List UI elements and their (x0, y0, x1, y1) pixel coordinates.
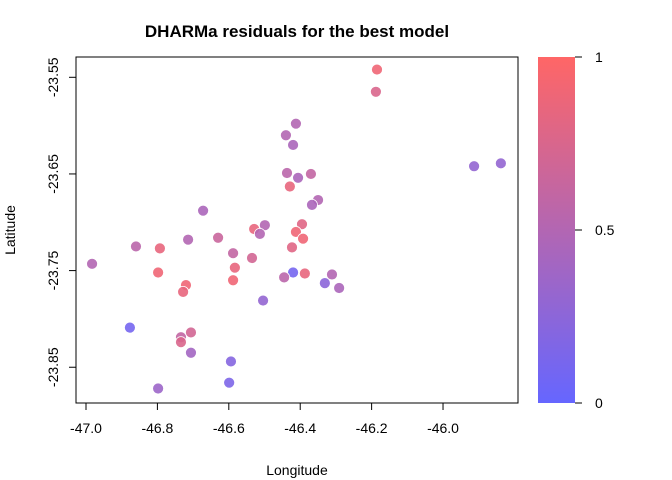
chart-title: DHARMa residuals for the best model (145, 22, 449, 41)
point (297, 232, 309, 245)
y-tick-label: -23.85 (45, 347, 61, 387)
y-tick-label: -23.65 (45, 154, 61, 194)
point (182, 233, 195, 246)
point (246, 252, 258, 264)
point (326, 268, 338, 281)
y-tick-label: -23.55 (45, 57, 61, 97)
point (223, 376, 236, 389)
point (225, 355, 237, 368)
point (86, 257, 98, 270)
point (130, 240, 142, 253)
point (371, 63, 383, 76)
point (298, 267, 311, 280)
colorbar-tick-label: 0.5 (595, 222, 615, 238)
point (152, 266, 165, 279)
point (287, 139, 299, 151)
point (281, 167, 293, 179)
x-tick-label: -46.8 (141, 420, 173, 436)
colorbar-tick-label: 0 (595, 395, 603, 411)
point (290, 226, 302, 238)
point (306, 198, 318, 211)
point (287, 266, 299, 279)
point (154, 242, 166, 255)
x-tick-label: -46.0 (427, 420, 459, 436)
colorbar (538, 57, 575, 403)
point (318, 277, 331, 290)
x-axis-label: Longitude (266, 462, 328, 478)
point (305, 168, 317, 180)
point (468, 160, 480, 173)
x-tick-label: -47.0 (70, 420, 102, 436)
point (283, 180, 296, 193)
point (286, 241, 298, 254)
point (197, 204, 210, 217)
point (290, 117, 302, 130)
point (280, 129, 292, 142)
point (253, 227, 266, 240)
point (257, 294, 269, 307)
point (227, 247, 239, 260)
point (185, 326, 197, 339)
point (175, 336, 187, 349)
point (494, 157, 507, 170)
x-tick-label: -46.2 (356, 420, 388, 436)
point (227, 274, 239, 287)
point (212, 231, 224, 244)
point (370, 85, 382, 98)
point (258, 219, 271, 232)
point (177, 285, 190, 298)
point (185, 346, 197, 359)
point (228, 261, 241, 274)
plot-frame (75, 56, 519, 404)
point (292, 171, 304, 184)
x-tick-label: -46.6 (213, 420, 245, 436)
point (333, 282, 346, 294)
point (124, 321, 136, 334)
point (152, 382, 165, 395)
y-axis-label: Latitude (2, 205, 18, 255)
point (278, 271, 291, 284)
x-tick-label: -46.4 (284, 420, 316, 436)
point (296, 218, 308, 231)
y-tick-label: -23.75 (45, 251, 61, 291)
colorbar-tick-label: 1 (595, 49, 603, 65)
